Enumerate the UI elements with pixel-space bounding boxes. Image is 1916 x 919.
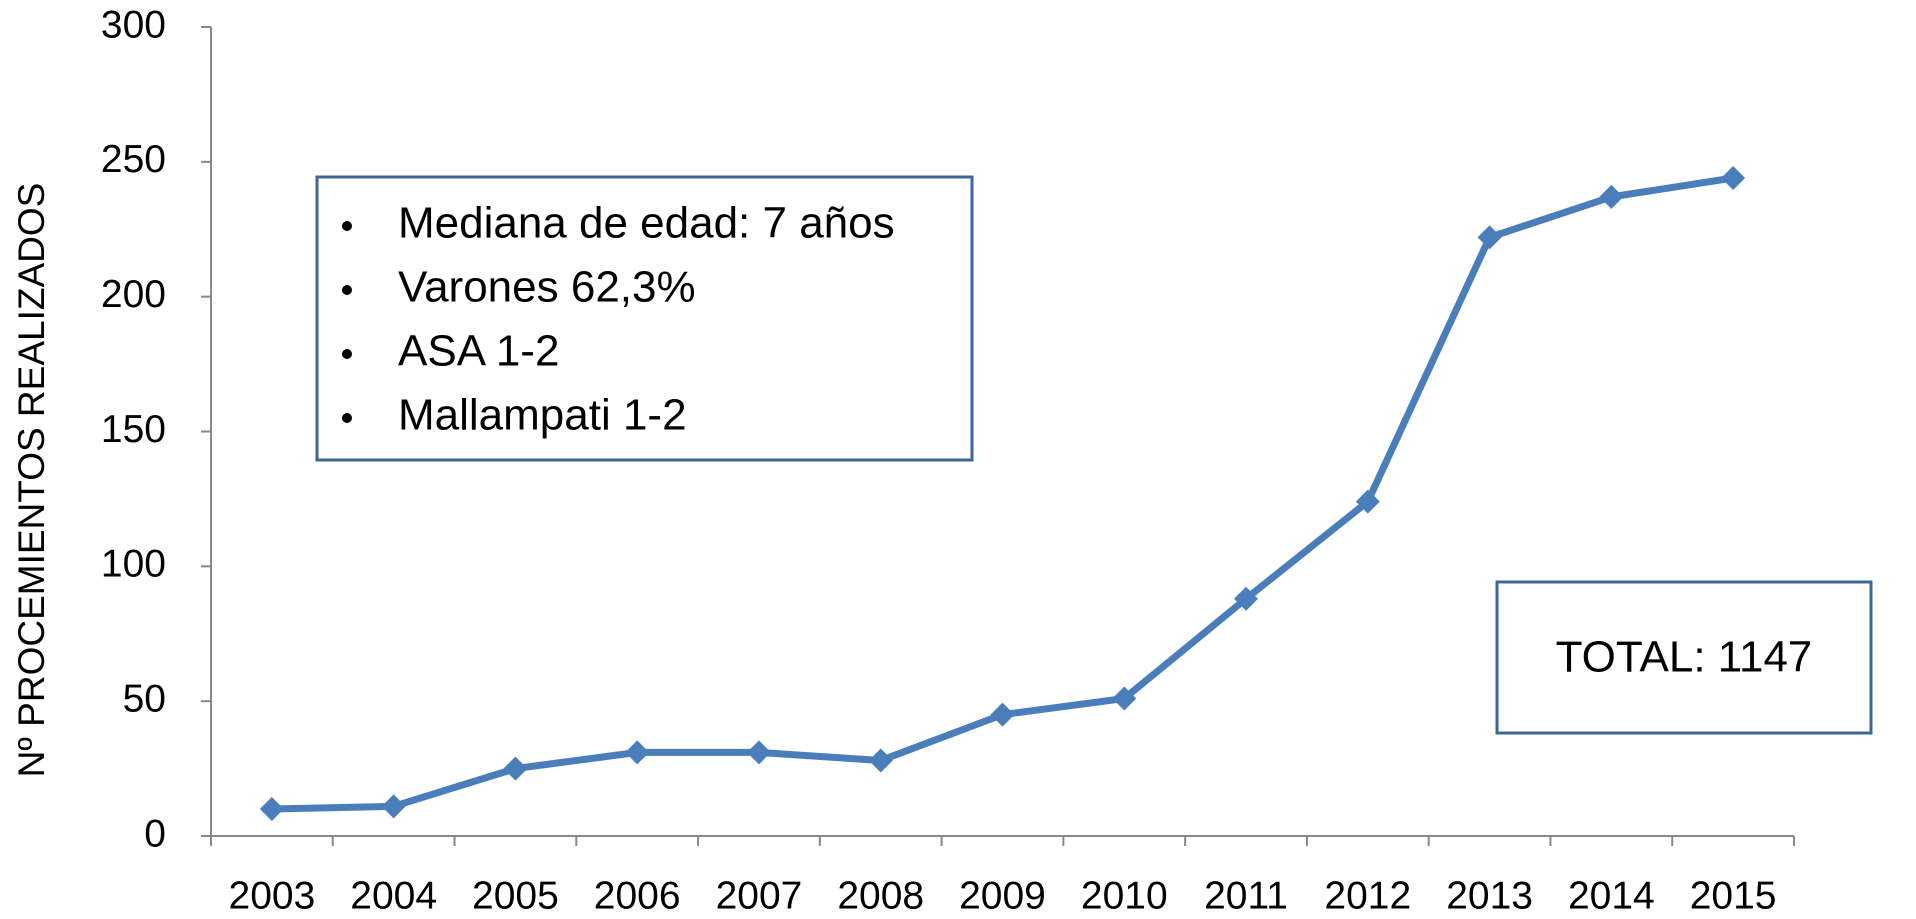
bullet-dot xyxy=(342,413,352,423)
x-tick-label: 2004 xyxy=(350,874,437,917)
bullet-text: Varones 62,3% xyxy=(398,263,696,312)
y-tick-label: 250 xyxy=(101,138,166,181)
marker xyxy=(1112,686,1137,711)
x-tick-label: 2015 xyxy=(1690,874,1777,917)
marker xyxy=(990,702,1015,727)
info-box xyxy=(315,175,974,462)
x-tick-label: 2014 xyxy=(1568,874,1655,917)
y-tick-label: 0 xyxy=(144,812,166,855)
x-tick-label: 2013 xyxy=(1446,874,1533,917)
marker xyxy=(381,794,406,819)
total-text: TOTAL: 1147 xyxy=(1556,633,1813,682)
marker xyxy=(625,740,650,765)
x-tick-label: 2003 xyxy=(229,874,316,917)
marker xyxy=(1477,225,1502,250)
bullet-dot xyxy=(342,349,352,359)
bullet-dot xyxy=(342,285,352,295)
marker xyxy=(259,797,284,822)
bullet-dot xyxy=(342,221,352,231)
marker xyxy=(746,740,771,765)
bullet-text: Mediana de edad: 7 años xyxy=(398,199,895,248)
bullet-text: ASA 1-2 xyxy=(398,327,559,376)
x-tick-label: 2012 xyxy=(1324,874,1411,917)
total-box xyxy=(1495,580,1873,735)
x-tick-label: 2006 xyxy=(594,874,681,917)
bullet-text: Mallampati 1-2 xyxy=(398,391,687,440)
marker xyxy=(1599,184,1624,209)
y-axis-label: Nº PROCEMIENTOS REALIZADOS xyxy=(11,183,52,778)
x-tick-label: 2011 xyxy=(1204,874,1288,917)
y-tick-label: 50 xyxy=(123,677,166,720)
x-tick-label: 2008 xyxy=(837,874,924,917)
x-tick-label: 2007 xyxy=(716,874,803,917)
marker xyxy=(1721,166,1746,191)
marker xyxy=(1234,586,1259,611)
marker xyxy=(1355,489,1380,514)
y-tick-label: 150 xyxy=(101,408,166,451)
x-tick-label: 2010 xyxy=(1081,874,1168,917)
x-tick-label: 2005 xyxy=(472,874,559,917)
y-tick-label: 200 xyxy=(101,273,166,316)
y-tick-label: 100 xyxy=(101,543,166,586)
x-tick-label: 2009 xyxy=(959,874,1046,917)
y-tick-label: 300 xyxy=(101,3,166,46)
marker xyxy=(868,748,893,773)
marker xyxy=(503,756,528,781)
